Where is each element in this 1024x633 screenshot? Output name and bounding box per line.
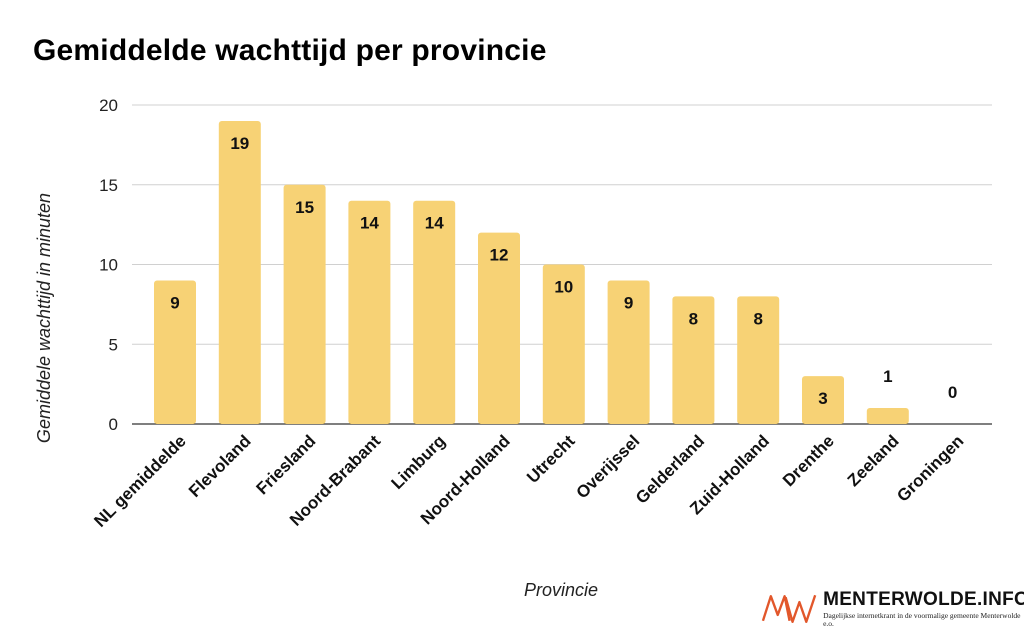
data-label: 3 (818, 389, 827, 408)
x-tick-labels: NL gemiddeldeFlevolandFrieslandNoord-Bra… (90, 431, 967, 531)
data-label: 1 (883, 367, 892, 386)
mw-logo-icon (761, 594, 817, 623)
bar (218, 120, 261, 424)
data-label: 8 (689, 309, 698, 328)
brand-tagline: Dagelijkse internetkrant in de voormalig… (823, 611, 1021, 628)
data-label: 8 (753, 309, 762, 328)
x-tick-label: Limburg (388, 431, 450, 493)
data-label: 14 (425, 214, 444, 233)
data-label: 19 (230, 134, 249, 153)
x-tick-label: Drenthe (779, 431, 838, 490)
bar (348, 200, 391, 424)
x-tick-label: Groningen (893, 431, 967, 505)
data-label: 9 (170, 293, 179, 312)
data-label: 10 (554, 278, 573, 297)
bar (478, 232, 520, 424)
bar (607, 280, 650, 424)
x-tick-label: NL gemiddelde (90, 431, 189, 530)
bar (283, 184, 326, 424)
y-tick-label: 10 (99, 256, 118, 275)
bar (542, 264, 585, 424)
x-tick-label: Zeeland (844, 431, 903, 490)
y-tick-label: 5 (109, 335, 118, 354)
bar (154, 280, 196, 424)
x-tick-label: Friesland (253, 431, 320, 498)
chart-title: Gemiddelde wachttijd per provincie (33, 34, 547, 67)
bar (866, 408, 909, 424)
bar (737, 296, 780, 424)
data-label: 12 (490, 246, 509, 265)
brand-text: MENTERWOLDE.INFO Dagelijkse internetkran… (823, 590, 1024, 627)
x-tick-label: Flevoland (185, 431, 255, 501)
y-axis-label: Gemiddele wachttijd in minuten (34, 193, 54, 443)
y-tick-label: 20 (99, 96, 118, 115)
brand-name: MENTERWOLDE.INFO (823, 589, 1024, 610)
bars (154, 120, 909, 424)
brand-logo-block: MENTERWOLDE.INFO Dagelijkse internetkran… (760, 590, 1024, 627)
data-label: 0 (948, 383, 957, 402)
y-tick-label: 0 (109, 415, 118, 434)
bar (672, 296, 715, 424)
x-axis-label: Provincie (524, 580, 598, 600)
data-label: 9 (624, 293, 633, 312)
x-tick-label: Utrecht (523, 431, 579, 487)
y-tick-label: 15 (99, 176, 118, 195)
y-tick-labels: 0 5 10 15 20 (99, 96, 118, 434)
data-label: 15 (295, 198, 314, 217)
data-label: 14 (360, 214, 379, 233)
bar (802, 376, 844, 424)
bar (413, 200, 456, 424)
x-tick-label: Overijssel (573, 431, 644, 502)
